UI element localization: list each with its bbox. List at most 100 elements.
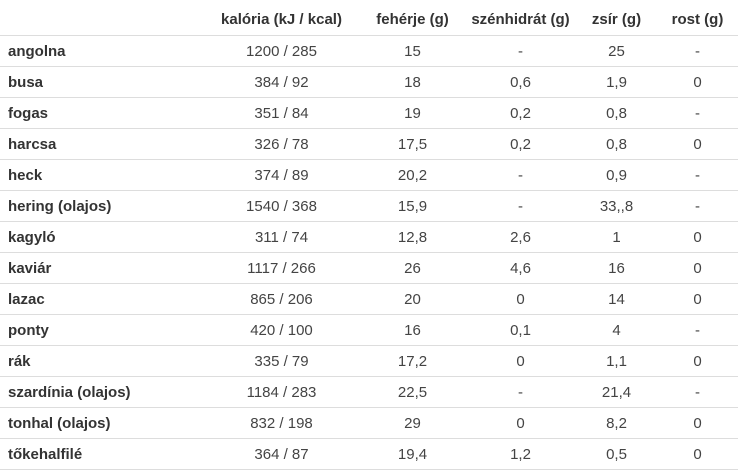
cell-kaloria: 374 / 89 (203, 159, 360, 191)
header-name (0, 4, 203, 36)
cell-kaloria: 865 / 206 (203, 283, 360, 315)
cell-kaloria: 1540 / 368 (203, 190, 360, 222)
cell-zsir: 21,4 (576, 376, 657, 408)
cell-name: tőkehalfilé (0, 438, 203, 470)
cell-kaloria: 364 / 87 (203, 438, 360, 470)
cell-name: kaviár (0, 252, 203, 284)
cell-rost: 0 (657, 407, 738, 439)
cell-kaloria: 326 / 78 (203, 128, 360, 160)
cell-kaloria: 420 / 100 (203, 314, 360, 346)
cell-rost: - (657, 159, 738, 191)
cell-kaloria: 351 / 84 (203, 97, 360, 129)
cell-kaloria: 335 / 79 (203, 345, 360, 377)
header-feherje: fehérje (g) (360, 4, 465, 36)
cell-zsir: 0,5 (576, 438, 657, 470)
cell-szenhidrat: 0 (465, 407, 576, 439)
cell-szenhidrat: 0,6 (465, 66, 576, 98)
cell-kaloria: 1200 / 285 (203, 35, 360, 67)
cell-szenhidrat: 0,1 (465, 314, 576, 346)
cell-zsir: 33,,8 (576, 190, 657, 222)
table-row: rák 335 / 79 17,2 0 1,1 0 (0, 345, 738, 377)
cell-name: tonhal (olajos) (0, 407, 203, 439)
cell-name: fogas (0, 97, 203, 129)
cell-zsir: 0,9 (576, 159, 657, 191)
cell-feherje: 20,2 (360, 159, 465, 191)
table-row: angolna 1200 / 285 15-25- (0, 35, 738, 67)
cell-rost: - (657, 35, 738, 67)
table-row: harcsa 326 / 78 17,5 0,2 0,8 0 (0, 128, 738, 160)
cell-zsir: 25 (576, 35, 657, 67)
header-zsir: zsír (g) (576, 4, 657, 36)
cell-zsir: 1 (576, 221, 657, 253)
table-row: heck 374 / 89 20,2-0,9- (0, 159, 738, 191)
table-row: tonhal (olajos) 832 / 198 29 0 8,2 0 (0, 407, 738, 439)
cell-szenhidrat: 0 (465, 283, 576, 315)
cell-zsir: 0,8 (576, 97, 657, 129)
cell-feherje: 17,5 (360, 128, 465, 160)
table-row: kagyló 311 / 74 12,8 2,6 1 0 (0, 221, 738, 253)
cell-rost: - (657, 97, 738, 129)
cell-name: hering (olajos) (0, 190, 203, 222)
header-rost: rost (g) (657, 4, 738, 36)
cell-kaloria: 1117 / 266 (203, 252, 360, 284)
cell-kaloria: 384 / 92 (203, 66, 360, 98)
cell-feherje: 20 (360, 283, 465, 315)
header-kaloria: kalória (kJ / kcal) (203, 4, 360, 36)
header-szenhidrat: szénhidrát (g) (465, 4, 576, 36)
cell-name: heck (0, 159, 203, 191)
cell-feherje: 22,5 (360, 376, 465, 408)
table-row: szardínia (olajos) 1184 / 283 22,5-21,4- (0, 376, 738, 408)
cell-kaloria: 832 / 198 (203, 407, 360, 439)
cell-szenhidrat: - (465, 190, 576, 222)
cell-zsir: 1,1 (576, 345, 657, 377)
cell-feherje: 15,9 (360, 190, 465, 222)
table-row: tőkehalfilé 364 / 87 19,4 1,2 0,5 0 (0, 438, 738, 470)
cell-szenhidrat: - (465, 35, 576, 67)
cell-feherje: 18 (360, 66, 465, 98)
cell-zsir: 14 (576, 283, 657, 315)
table-row: hering (olajos) 1540 / 368 15,9-33,,8- (0, 190, 738, 222)
cell-feherje: 29 (360, 407, 465, 439)
table-body: angolna 1200 / 285 15-25- busa 384 / 92 18 0,6… (0, 35, 738, 470)
cell-feherje: 19,4 (360, 438, 465, 470)
table-row: ponty 420 / 100 16 0,1 4- (0, 314, 738, 346)
header-row: kalória (kJ / kcal) fehérje (g) szénhidr… (0, 4, 738, 36)
cell-szenhidrat: 1,2 (465, 438, 576, 470)
table-header: kalória (kJ / kcal) fehérje (g) szénhidr… (0, 4, 738, 36)
cell-name: ponty (0, 314, 203, 346)
cell-rost: - (657, 314, 738, 346)
cell-zsir: 16 (576, 252, 657, 284)
cell-szenhidrat: 0 (465, 345, 576, 377)
cell-feherje: 26 (360, 252, 465, 284)
table-row: busa 384 / 92 18 0,6 1,9 0 (0, 66, 738, 98)
cell-name: kagyló (0, 221, 203, 253)
cell-name: angolna (0, 35, 203, 67)
table-row: fogas 351 / 84 19 0,2 0,8- (0, 97, 738, 129)
cell-kaloria: 311 / 74 (203, 221, 360, 253)
cell-rost: 0 (657, 345, 738, 377)
cell-szenhidrat: - (465, 159, 576, 191)
cell-name: busa (0, 66, 203, 98)
cell-szenhidrat: 0,2 (465, 128, 576, 160)
cell-name: lazac (0, 283, 203, 315)
table-row: lazac 865 / 206 20 0 14 0 (0, 283, 738, 315)
cell-rost: 0 (657, 252, 738, 284)
cell-zsir: 0,8 (576, 128, 657, 160)
cell-name: rák (0, 345, 203, 377)
cell-szenhidrat: 4,6 (465, 252, 576, 284)
nutrition-table: kalória (kJ / kcal) fehérje (g) szénhidr… (0, 4, 738, 470)
cell-feherje: 16 (360, 314, 465, 346)
table-row: kaviár 1117 / 266 26 4,6 16 0 (0, 252, 738, 284)
cell-zsir: 4 (576, 314, 657, 346)
cell-szenhidrat: 0,2 (465, 97, 576, 129)
cell-name: szardínia (olajos) (0, 376, 203, 408)
cell-feherje: 12,8 (360, 221, 465, 253)
cell-szenhidrat: - (465, 376, 576, 408)
cell-feherje: 17,2 (360, 345, 465, 377)
cell-szenhidrat: 2,6 (465, 221, 576, 253)
cell-rost: 0 (657, 128, 738, 160)
cell-rost: 0 (657, 438, 738, 470)
cell-zsir: 8,2 (576, 407, 657, 439)
cell-feherje: 15 (360, 35, 465, 67)
